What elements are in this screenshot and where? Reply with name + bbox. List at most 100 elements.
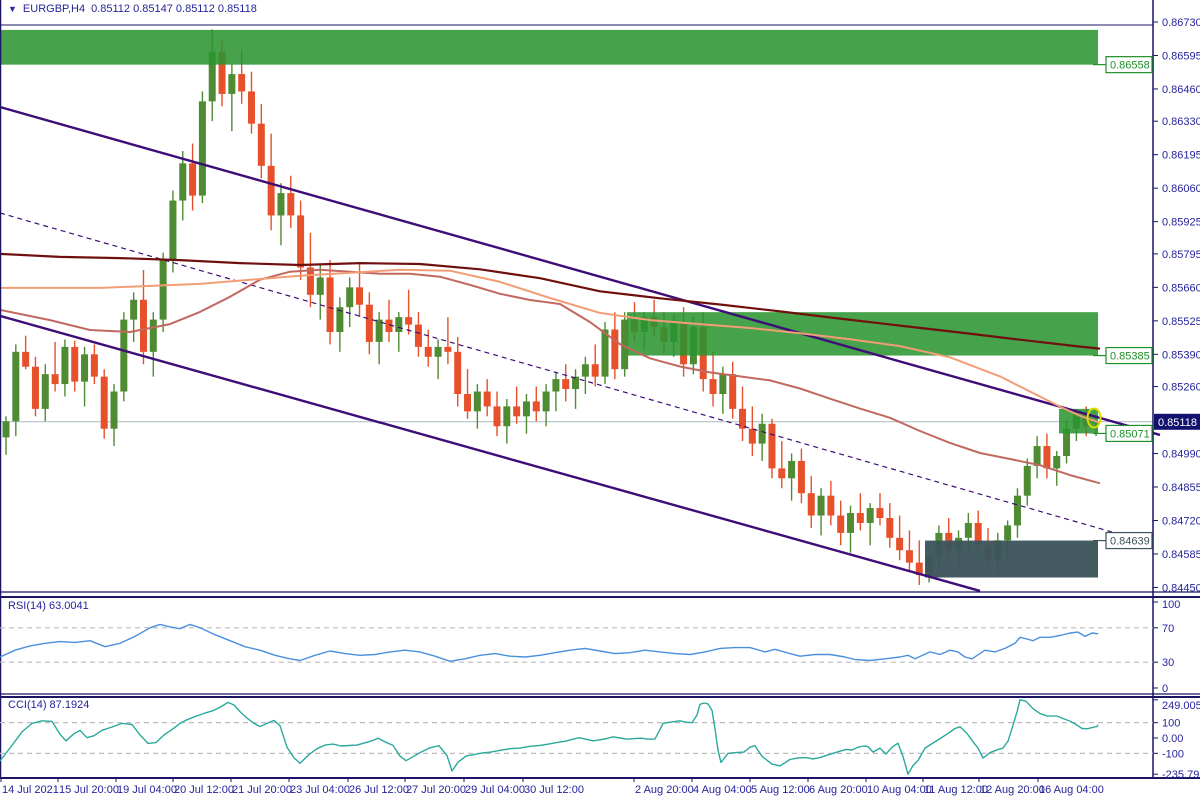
candle-bullish: [1063, 428, 1071, 456]
candle-bearish: [71, 346, 79, 382]
candle-bearish: [218, 51, 226, 94]
candle-bullish: [1053, 456, 1061, 469]
price-callout-box[interactable]: [1105, 346, 1153, 365]
demand-zone-bottom[interactable]: [925, 540, 1098, 578]
price-callout-label: 0.84639: [1110, 536, 1150, 548]
rsi-tick-label: 100: [1162, 599, 1180, 611]
candle-bearish: [464, 394, 472, 412]
time-tick-label: 14 Jul 2021: [2, 784, 59, 796]
rsi-tick-label: 30: [1162, 657, 1174, 669]
candle-bearish: [905, 550, 913, 563]
candle-bullish: [434, 346, 442, 357]
cci-tick-label: 0.00: [1162, 733, 1183, 745]
candle-bearish: [51, 374, 59, 385]
price-callout-box[interactable]: [1105, 56, 1153, 74]
candle-bearish: [1043, 446, 1051, 469]
candle-bearish: [739, 408, 746, 429]
candle-bullish: [2, 421, 10, 438]
candle-bullish: [395, 317, 403, 332]
price-tick-label: 0.85795: [1162, 249, 1200, 261]
candle-bearish: [876, 508, 884, 518]
time-tick-label: 6 Aug 20:00: [809, 784, 868, 796]
candle-bullish: [964, 522, 972, 538]
candle-bullish: [110, 391, 118, 429]
cci-line: [0, 699, 1099, 775]
candle-bullish: [601, 329, 609, 377]
price-callout-label: 0.86558: [1110, 60, 1150, 72]
candle-bearish: [31, 366, 39, 409]
candle-bearish: [611, 329, 619, 370]
candle-bearish: [797, 460, 805, 494]
price-tick-label: 0.85390: [1162, 349, 1200, 361]
candle-bearish: [454, 351, 462, 394]
candle-bearish: [356, 287, 364, 305]
price-tick-label: 0.86460: [1162, 84, 1200, 96]
time-tick-label: 12 Aug 20:00: [980, 784, 1045, 796]
candle-bullish: [228, 74, 236, 94]
candle-bullish: [758, 423, 766, 444]
candle-bearish: [100, 376, 108, 429]
candle-bearish: [483, 391, 491, 407]
candle-bearish: [768, 423, 776, 469]
time-tick-label: 11 Aug 12:00: [924, 784, 988, 796]
rsi-tick-label: 0: [1162, 683, 1168, 695]
candle-bearish: [493, 406, 501, 427]
candle-bearish: [414, 324, 422, 347]
time-tick-label: 29 Jul 04:00: [465, 784, 525, 796]
candle-bullish: [522, 401, 530, 417]
candle-bullish: [1013, 495, 1021, 526]
candle-bullish: [159, 260, 167, 320]
price-tick-label: 0.86060: [1162, 183, 1200, 195]
price-tick-label: 0.85925: [1162, 217, 1200, 229]
candle-bearish: [189, 163, 197, 196]
candle-bearish: [896, 537, 904, 551]
candle-bearish: [326, 277, 334, 332]
candle-bullish: [12, 351, 20, 422]
price-tick-label: 0.86330: [1162, 116, 1200, 128]
candle-bearish: [778, 468, 786, 479]
candle-bearish: [444, 346, 452, 352]
ma-slow-maroon: [0, 252, 1101, 350]
supply-zone-mid[interactable]: [627, 312, 1098, 356]
candle-bearish: [297, 215, 305, 268]
candle-bearish: [748, 428, 756, 444]
price-callout-box[interactable]: [1105, 424, 1153, 443]
candle-bearish: [562, 379, 570, 390]
channel-median-dashed[interactable]: [0, 212, 1116, 534]
candle-bullish: [208, 51, 216, 102]
candle-bullish: [719, 374, 727, 394]
price-tick-label: 0.84450: [1162, 582, 1200, 594]
candle-bullish: [847, 513, 855, 533]
candle-bullish: [788, 460, 796, 479]
cci-tick-label: -100: [1162, 748, 1184, 760]
candle-bullish: [346, 287, 354, 308]
time-tick-label: 20 Jul 12:00: [174, 784, 234, 796]
price-callout-label: 0.85385: [1110, 351, 1150, 363]
candle-bullish: [120, 319, 128, 392]
candle-bearish: [532, 401, 540, 412]
candle-bearish: [267, 165, 275, 216]
candle-bullish: [621, 319, 629, 370]
ohlc-values-label: 0.85112 0.85147 0.85112 0.85118: [91, 3, 257, 15]
supply-zone-top[interactable]: [0, 29, 1098, 65]
candle-bearish: [513, 406, 521, 417]
candle-bearish: [90, 354, 98, 377]
channel-upper[interactable]: [0, 105, 1161, 437]
one-click-dropdown-icon[interactable]: ▼: [8, 4, 17, 14]
price-callout-box[interactable]: [1105, 531, 1153, 550]
candle-bearish: [886, 518, 894, 538]
highlight-ellipse[interactable]: [1086, 407, 1102, 429]
candle-bearish: [974, 522, 982, 546]
candle-bullish: [179, 163, 187, 201]
price-tick-label: 0.84585: [1162, 549, 1200, 561]
price-tick-label: 0.86730: [1162, 17, 1200, 29]
current-price-box: [1154, 413, 1200, 430]
channel-lower[interactable]: [0, 314, 981, 593]
cci-tick-label: 100: [1162, 718, 1180, 730]
time-tick-label: 2 Aug 20:00: [635, 784, 694, 796]
price-tick-label: 0.84990: [1162, 449, 1200, 461]
candle-bullish: [130, 299, 138, 320]
